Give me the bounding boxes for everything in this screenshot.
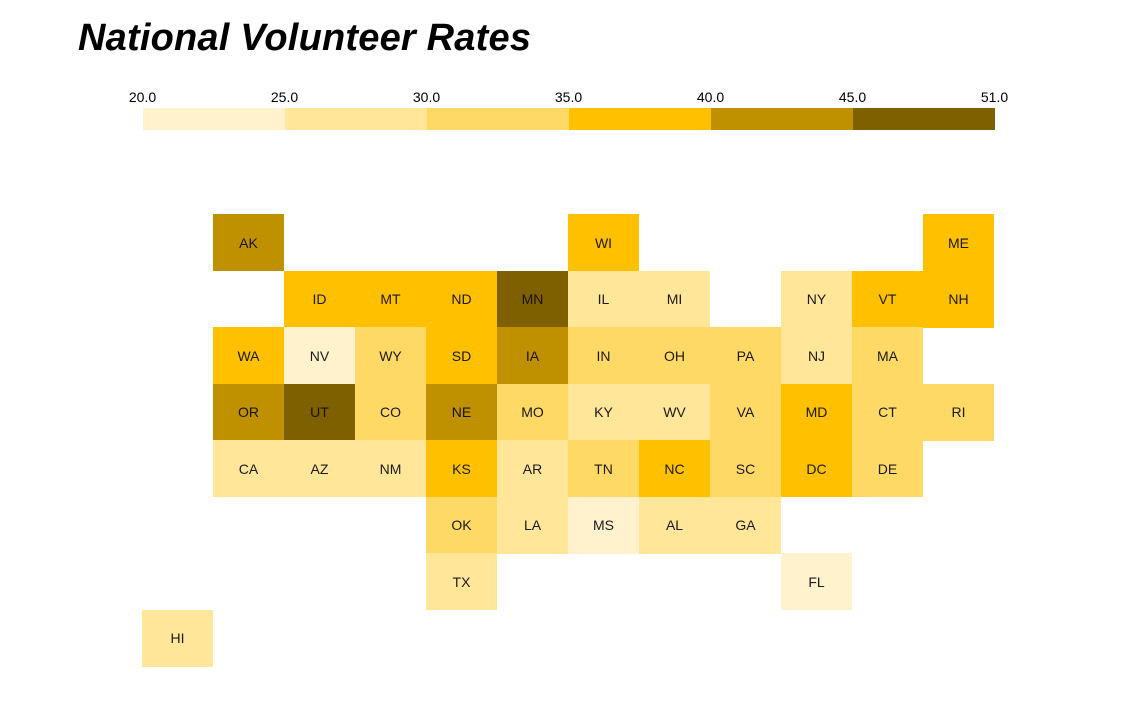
state-tile-ok: OK	[426, 496, 497, 554]
state-tile-ar: AR	[497, 440, 568, 497]
state-tile-ca: CA	[213, 440, 284, 497]
legend-swatch	[852, 108, 995, 130]
state-tile-nc: NC	[639, 440, 710, 497]
state-tile-la: LA	[497, 496, 568, 554]
state-tile-md: MD	[781, 383, 852, 441]
state-tile-mo: MO	[497, 383, 568, 441]
state-tile-ga: GA	[710, 496, 781, 554]
state-tile-mn: MN	[497, 270, 568, 328]
state-tile-ri: RI	[923, 383, 994, 441]
state-tile-nv: NV	[284, 327, 355, 384]
state-tile-tn: TN	[568, 440, 639, 497]
legend-tick-label: 45.0	[838, 89, 867, 105]
state-tile-sd: SD	[426, 327, 497, 384]
state-tile-me: ME	[923, 214, 994, 271]
legend-tick-label: 51.0	[980, 89, 1009, 105]
state-tile-dc: DC	[781, 440, 852, 497]
state-tile-ct: CT	[852, 383, 923, 441]
state-tile-ma: MA	[852, 327, 923, 384]
color-legend: 20.0 25.0 30.0 35.0 40.0 45.0 51.0	[0, 0, 1138, 140]
legend-swatch	[568, 108, 711, 130]
state-tile-mi: MI	[639, 270, 710, 328]
legend-tick-label: 20.0	[128, 89, 157, 105]
state-tile-ny: NY	[781, 270, 852, 328]
state-tile-co: CO	[355, 383, 426, 441]
state-tile-vt: VT	[852, 270, 923, 328]
state-tile-tx: TX	[426, 553, 497, 610]
state-tile-mt: MT	[355, 270, 426, 328]
state-tile-nh: NH	[923, 270, 994, 328]
state-tile-wa: WA	[213, 327, 284, 384]
legend-swatch	[426, 108, 569, 130]
state-tile-il: IL	[568, 270, 639, 328]
state-tile-nd: ND	[426, 270, 497, 328]
state-tile-ky: KY	[568, 383, 639, 441]
state-tile-wv: WV	[639, 383, 710, 441]
state-tile-de: DE	[852, 440, 923, 497]
state-tile-id: ID	[284, 270, 355, 328]
legend-tick-label: 35.0	[554, 89, 583, 105]
state-tile-wi: WI	[568, 214, 639, 271]
state-tile-va: VA	[710, 383, 781, 441]
state-tile-ne: NE	[426, 383, 497, 441]
state-tile-pa: PA	[710, 327, 781, 384]
state-tile-or: OR	[213, 383, 284, 441]
page-title: National Volunteer Rates	[78, 17, 532, 59]
legend-swatch	[710, 108, 853, 130]
state-tile-ms: MS	[568, 496, 639, 554]
state-tile-sc: SC	[710, 440, 781, 497]
state-tile-fl: FL	[781, 553, 852, 610]
legend-swatch	[284, 108, 427, 130]
state-tile-oh: OH	[639, 327, 710, 384]
state-tile-wy: WY	[355, 327, 426, 384]
legend-tick-label: 30.0	[412, 89, 441, 105]
state-tile-nj: NJ	[781, 327, 852, 384]
state-tile-nm: NM	[355, 440, 426, 497]
legend-swatch	[142, 108, 285, 130]
state-tile-hi: HI	[142, 609, 213, 667]
state-tile-az: AZ	[284, 440, 355, 497]
state-tile-ut: UT	[284, 383, 355, 441]
state-tile-ia: IA	[497, 327, 568, 384]
legend-tick-label: 40.0	[696, 89, 725, 105]
state-tile-ks: KS	[426, 440, 497, 497]
state-tile-al: AL	[639, 496, 710, 554]
state-tile-in: IN	[568, 327, 639, 384]
state-tile-ak: AK	[213, 214, 284, 271]
legend-tick-label: 25.0	[270, 89, 299, 105]
